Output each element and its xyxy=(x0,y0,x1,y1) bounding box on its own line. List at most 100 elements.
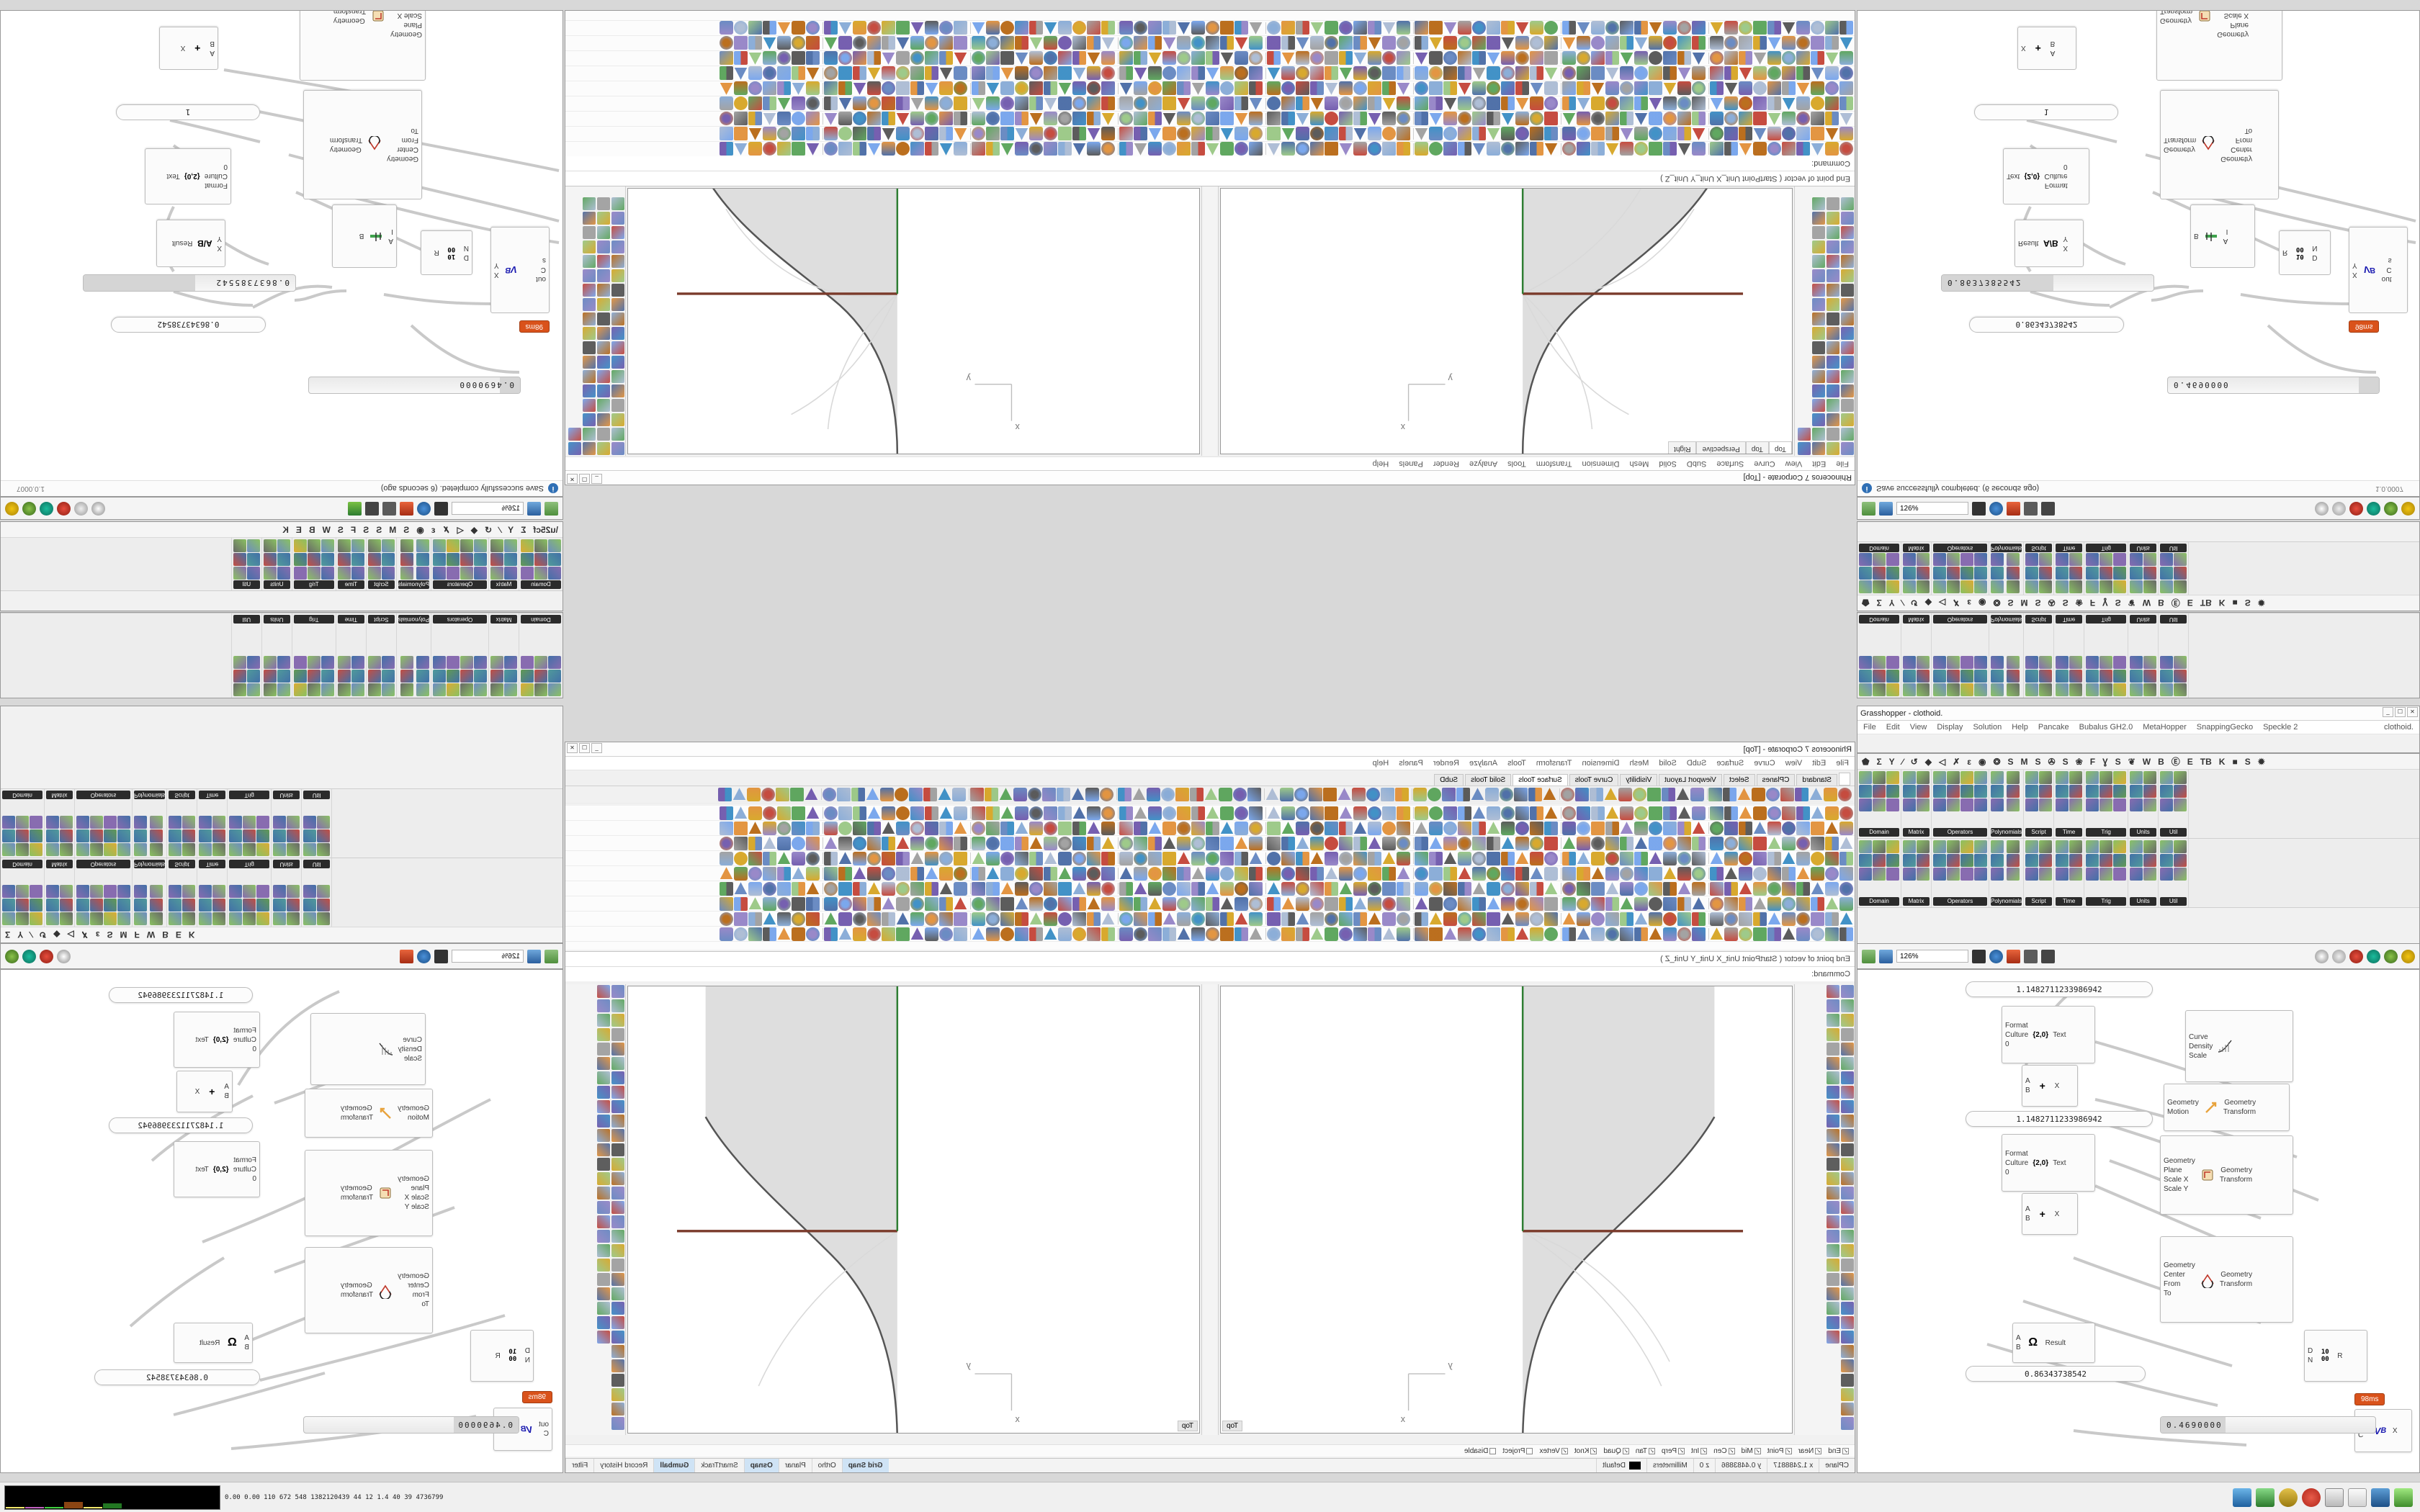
menu-item-tools[interactable]: Tools xyxy=(1507,759,1526,768)
toolbar-icon[interactable] xyxy=(896,912,910,926)
toolbar-icon[interactable] xyxy=(1544,21,1558,35)
toolbar-icon[interactable] xyxy=(1177,22,1191,35)
component-icon[interactable] xyxy=(134,899,147,912)
toolbar-icon[interactable] xyxy=(1339,866,1353,881)
toolbar-icon[interactable] xyxy=(1530,821,1543,835)
toolbar-icon[interactable] xyxy=(1072,851,1086,865)
toolbar-icon[interactable] xyxy=(853,851,866,865)
toolbar-icon[interactable] xyxy=(748,927,762,941)
component-icon[interactable] xyxy=(256,843,270,856)
toolbar-icon[interactable] xyxy=(1577,66,1590,81)
toolbar-icon[interactable] xyxy=(1443,806,1457,820)
toolbar-icon[interactable] xyxy=(851,787,865,801)
menu-item-mesh[interactable]: Mesh xyxy=(1629,759,1649,768)
toolbar-icon[interactable] xyxy=(1782,51,1796,66)
toolbar-icon[interactable] xyxy=(1339,851,1353,865)
toolbar-icon[interactable] xyxy=(1101,112,1115,126)
component-icon[interactable] xyxy=(212,829,226,842)
tool-icon[interactable] xyxy=(611,356,624,369)
gh-tab[interactable]: ◉ xyxy=(1978,598,1986,608)
toolbar-icon[interactable] xyxy=(1487,52,1500,66)
gh-tab[interactable]: ∕ xyxy=(1901,598,1904,608)
component-icon[interactable] xyxy=(1960,868,1973,881)
ribbon-group-icons[interactable] xyxy=(433,624,487,696)
ribbon-group-icons[interactable] xyxy=(2056,553,2083,593)
toolbar-icon[interactable] xyxy=(954,806,967,820)
toolbar-icon[interactable] xyxy=(1825,81,1839,96)
toolbar-icon[interactable] xyxy=(986,96,1000,111)
toolbar-icon[interactable] xyxy=(1780,787,1794,801)
toolbar-icon[interactable] xyxy=(910,51,924,66)
toolbar-icon[interactable] xyxy=(986,112,1000,126)
ribbon-group-time[interactable]: Time xyxy=(197,858,228,927)
toolbar-icon[interactable] xyxy=(896,96,910,111)
toolbar-icon[interactable] xyxy=(1087,806,1101,820)
toolbar-icon[interactable] xyxy=(1415,96,1428,111)
toolbar-icon[interactable] xyxy=(1058,51,1072,66)
toolbar-icon[interactable] xyxy=(954,81,967,96)
viewport-divider-strip[interactable] xyxy=(1201,186,1219,456)
toolbar-icon[interactable] xyxy=(1134,143,1147,156)
toolbar-icon[interactable] xyxy=(1101,66,1115,81)
toolbar-icon[interactable] xyxy=(1191,806,1205,820)
component-icon[interactable] xyxy=(1974,868,1987,881)
gh-tab[interactable]: ↺ xyxy=(485,524,493,535)
toolbar-icon[interactable] xyxy=(1620,66,1634,81)
component-icon[interactable] xyxy=(1917,656,1930,669)
toolbar-icon[interactable] xyxy=(748,836,762,850)
toolbar-icon[interactable] xyxy=(1281,21,1295,35)
toolbar-icon[interactable] xyxy=(925,21,938,35)
ribbon-group-icons[interactable] xyxy=(2160,553,2187,593)
toolbar-icon[interactable] xyxy=(1739,851,1752,865)
toolbar-icon[interactable] xyxy=(1119,66,1133,81)
ribbon-group-units[interactable]: Units xyxy=(2128,542,2159,595)
toolbar-icon[interactable] xyxy=(1029,112,1043,126)
toolbar-icon[interactable] xyxy=(1397,142,1410,156)
gh-canvas-toolbar-bl[interactable]: 126% xyxy=(0,943,563,969)
component-icon[interactable] xyxy=(548,567,561,580)
component-icon[interactable] xyxy=(60,912,73,925)
toolbar-icon[interactable] xyxy=(1072,912,1086,926)
toolbar-icon[interactable] xyxy=(1072,927,1086,941)
component-icon[interactable] xyxy=(1947,785,1960,798)
toolbar-icon[interactable] xyxy=(1310,912,1324,926)
toolbar-icon[interactable] xyxy=(1415,866,1428,881)
toolbar-icon[interactable] xyxy=(720,51,733,66)
toolbar-icon[interactable] xyxy=(1620,897,1634,911)
component-icon[interactable] xyxy=(1947,683,1960,696)
gh-tab[interactable]: ◉ xyxy=(416,524,424,535)
toolbar-icon[interactable] xyxy=(1796,881,1810,896)
toolbar-icon[interactable] xyxy=(1544,896,1558,911)
toolbar-icon[interactable] xyxy=(1429,866,1443,881)
component-icon[interactable] xyxy=(416,553,429,566)
toolbar-icon[interactable] xyxy=(896,837,910,850)
component-icon[interactable] xyxy=(76,912,89,925)
component-icon[interactable] xyxy=(76,829,89,842)
component-icon[interactable] xyxy=(2143,840,2157,853)
toolbar-icon[interactable] xyxy=(1191,836,1205,850)
toolbar-icon[interactable] xyxy=(1368,142,1381,156)
ribbon-group-icons[interactable] xyxy=(1903,840,1930,896)
toolbar-icon[interactable] xyxy=(1119,912,1133,926)
toolbar-icon[interactable] xyxy=(1429,837,1443,850)
toolbar-icon[interactable] xyxy=(1501,821,1515,835)
toolbar-icon[interactable] xyxy=(1382,36,1396,50)
toolbar-icon[interactable] xyxy=(1029,896,1043,911)
component-icon[interactable] xyxy=(2007,567,2020,580)
toolbar-icon[interactable] xyxy=(792,142,805,156)
ribbon-group-units[interactable]: Units xyxy=(2128,839,2159,907)
toolbar-icon[interactable] xyxy=(954,912,967,926)
toolbar-icon[interactable] xyxy=(838,806,852,820)
toolbar-icon[interactable] xyxy=(1267,851,1281,865)
toolbar-icon[interactable] xyxy=(1472,927,1486,941)
toolbar-icon[interactable] xyxy=(1191,66,1205,81)
component-icon[interactable] xyxy=(490,539,503,552)
toolbar-icon[interactable] xyxy=(1782,881,1796,896)
toolbar-icon[interactable] xyxy=(1015,881,1028,896)
tool-icon[interactable] xyxy=(611,442,624,455)
menu-item-edit[interactable]: Edit xyxy=(1886,723,1900,732)
toolbar-icon[interactable] xyxy=(1397,806,1410,820)
toolbar-icon[interactable] xyxy=(1281,836,1295,850)
tool-icon[interactable] xyxy=(597,298,610,311)
